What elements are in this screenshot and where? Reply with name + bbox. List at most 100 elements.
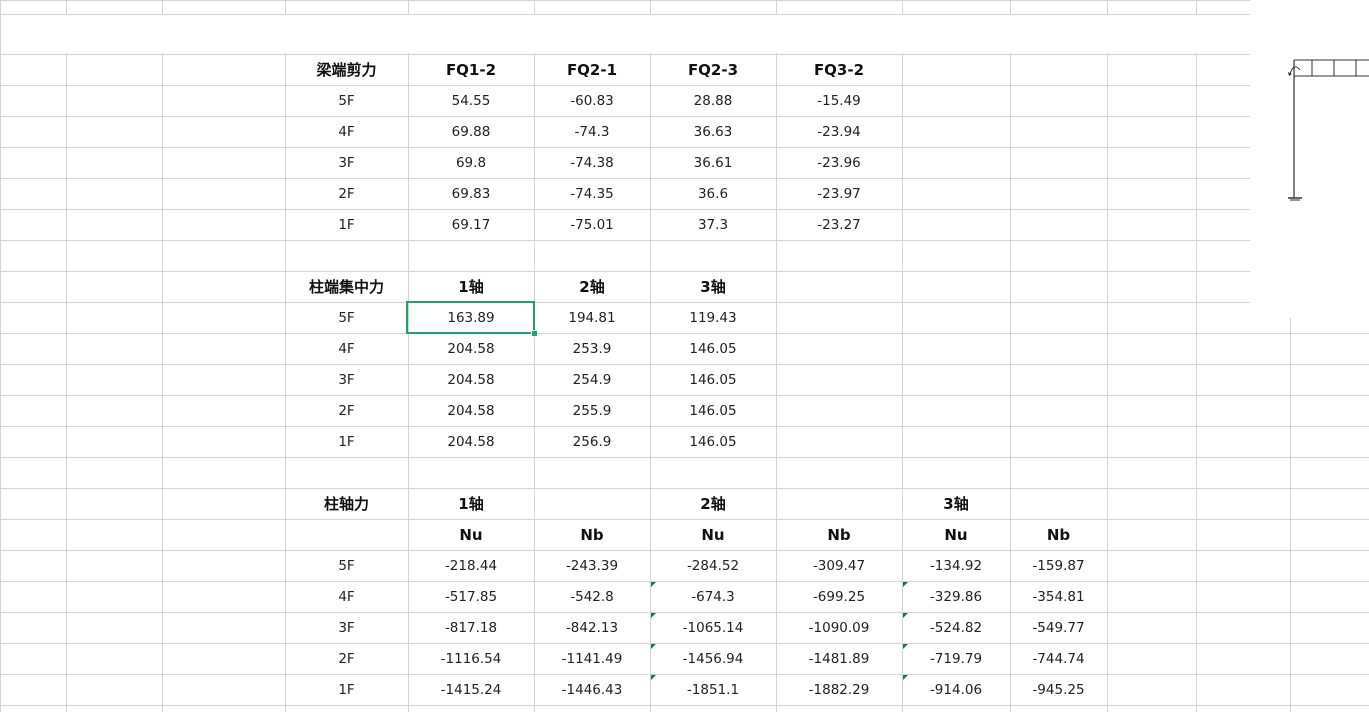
- floor-label[interactable]: 1F: [338, 681, 355, 698]
- column-axial-value[interactable]: -134.92: [929, 557, 983, 574]
- column-axial-value[interactable]: -1851.1: [686, 681, 740, 698]
- column-force-header[interactable]: 1轴: [458, 278, 484, 296]
- beam-shear-value[interactable]: -75.01: [570, 216, 614, 233]
- beam-shear-value[interactable]: 69.83: [451, 185, 491, 202]
- floor-label[interactable]: 3F: [338, 154, 355, 171]
- column-force-value[interactable]: 204.58: [447, 340, 495, 357]
- column-axial-subheader[interactable]: Nb: [827, 525, 851, 544]
- floor-label[interactable]: 1F: [338, 433, 355, 450]
- beam-shear-header[interactable]: FQ2-1: [566, 60, 618, 79]
- floor-label[interactable]: 2F: [338, 650, 355, 667]
- selected-cell[interactable]: [406, 301, 535, 334]
- column-axial-subheader[interactable]: Nb: [1046, 525, 1071, 544]
- column-axial-value[interactable]: -549.77: [1032, 619, 1085, 636]
- cell-error-indicator[interactable]: [651, 613, 656, 618]
- column-axial-value[interactable]: -524.82: [929, 619, 983, 636]
- column-axial-value[interactable]: -699.25: [812, 588, 866, 605]
- column-force-value[interactable]: 204.58: [447, 402, 495, 419]
- column-force-value[interactable]: 146.05: [689, 433, 737, 450]
- column-axial-value[interactable]: -354.81: [1032, 588, 1085, 605]
- column-axial-value[interactable]: -1141.49: [561, 650, 623, 667]
- beam-shear-value[interactable]: -74.3: [574, 123, 610, 140]
- column-force-value[interactable]: 253.9: [572, 340, 612, 357]
- beam-shear-value[interactable]: -60.83: [570, 92, 614, 109]
- floor-label[interactable]: 2F: [338, 402, 355, 419]
- floor-label[interactable]: 5F: [338, 92, 355, 109]
- column-axial-value[interactable]: -674.3: [691, 588, 735, 605]
- cell-error-indicator[interactable]: [651, 644, 656, 649]
- beam-shear-value[interactable]: -23.97: [817, 185, 861, 202]
- column-axial-value[interactable]: -914.06: [929, 681, 983, 698]
- column-axial-value[interactable]: -719.79: [929, 650, 983, 667]
- column-axial-value[interactable]: -744.74: [1032, 650, 1085, 667]
- column-force-header[interactable]: 2轴: [579, 278, 605, 296]
- column-axial-subheader[interactable]: Nu: [459, 525, 483, 544]
- column-axial-axis-header[interactable]: 2轴: [700, 495, 726, 513]
- beam-shear-value[interactable]: 28.88: [693, 92, 733, 109]
- column-axial-value[interactable]: -542.8: [570, 588, 614, 605]
- cell-error-indicator[interactable]: [651, 675, 656, 680]
- column-force-value[interactable]: 194.81: [568, 309, 616, 326]
- beam-shear-value[interactable]: 69.88: [451, 123, 491, 140]
- column-axial-label[interactable]: 柱轴力: [323, 495, 369, 513]
- beam-shear-value[interactable]: -74.38: [570, 154, 614, 171]
- cell-error-indicator[interactable]: [903, 644, 908, 649]
- cell-error-indicator[interactable]: [903, 675, 908, 680]
- column-force-value[interactable]: 204.58: [447, 371, 495, 388]
- column-axial-value[interactable]: -842.13: [565, 619, 619, 636]
- beam-shear-value[interactable]: -15.49: [817, 92, 861, 109]
- column-force-value[interactable]: 119.43: [689, 309, 737, 326]
- beam-shear-value[interactable]: 36.6: [697, 185, 729, 202]
- beam-shear-value[interactable]: -23.27: [817, 216, 861, 233]
- column-force-value[interactable]: 255.9: [572, 402, 612, 419]
- column-force-value[interactable]: 163.89: [447, 309, 495, 326]
- floor-label[interactable]: 3F: [338, 371, 355, 388]
- floor-label[interactable]: 3F: [338, 619, 355, 636]
- floor-label[interactable]: 4F: [338, 123, 355, 140]
- cell-error-indicator[interactable]: [903, 613, 908, 618]
- beam-shear-label[interactable]: 梁端剪力: [316, 61, 377, 79]
- column-axial-value[interactable]: -945.25: [1032, 681, 1085, 698]
- column-axial-value[interactable]: -1116.54: [440, 650, 502, 667]
- beam-shear-value[interactable]: 36.61: [693, 154, 733, 171]
- floor-label[interactable]: 1F: [338, 216, 355, 233]
- column-axial-value[interactable]: -309.47: [812, 557, 866, 574]
- column-axial-value[interactable]: -1090.09: [808, 619, 870, 636]
- column-force-value[interactable]: 146.05: [689, 340, 737, 357]
- column-force-value[interactable]: 146.05: [689, 402, 737, 419]
- column-axial-value[interactable]: -218.44: [444, 557, 498, 574]
- beam-shear-value[interactable]: 37.3: [697, 216, 729, 233]
- column-axial-axis-header[interactable]: 3轴: [943, 495, 969, 513]
- beam-shear-value[interactable]: -23.96: [817, 154, 861, 171]
- column-axial-value[interactable]: -1882.29: [808, 681, 870, 698]
- column-axial-value[interactable]: -1415.24: [440, 681, 502, 698]
- floor-label[interactable]: 4F: [338, 340, 355, 357]
- beam-shear-header[interactable]: FQ3-2: [813, 60, 865, 79]
- beam-shear-value[interactable]: 36.63: [693, 123, 733, 140]
- cell-error-indicator[interactable]: [903, 582, 908, 587]
- floor-label[interactable]: 4F: [338, 588, 355, 605]
- column-force-value[interactable]: 256.9: [572, 433, 612, 450]
- column-axial-value[interactable]: -329.86: [929, 588, 983, 605]
- column-axial-value[interactable]: -1456.94: [682, 650, 744, 667]
- column-axial-value[interactable]: -1446.43: [561, 681, 623, 698]
- beam-shear-header[interactable]: FQ2-3: [687, 60, 739, 79]
- beam-shear-value[interactable]: 54.55: [451, 92, 491, 109]
- cell-error-indicator[interactable]: [651, 582, 656, 587]
- beam-shear-value[interactable]: 69.8: [455, 154, 487, 171]
- beam-shear-header[interactable]: FQ1-2: [445, 60, 497, 79]
- column-axial-subheader[interactable]: Nu: [944, 525, 968, 544]
- column-axial-subheader[interactable]: Nu: [701, 525, 725, 544]
- column-force-label[interactable]: 柱端集中力: [308, 278, 384, 296]
- column-force-value[interactable]: 146.05: [689, 371, 737, 388]
- floor-label[interactable]: 5F: [338, 309, 355, 326]
- column-force-value[interactable]: 254.9: [572, 371, 612, 388]
- column-axial-value[interactable]: -517.85: [444, 588, 498, 605]
- beam-shear-value[interactable]: -74.35: [570, 185, 614, 202]
- column-axial-value[interactable]: -159.87: [1032, 557, 1085, 574]
- column-axial-value[interactable]: -1481.89: [808, 650, 870, 667]
- column-axial-value[interactable]: -817.18: [444, 619, 498, 636]
- floor-label[interactable]: 2F: [338, 185, 355, 202]
- fill-handle[interactable]: [531, 330, 538, 337]
- column-axial-value[interactable]: -284.52: [686, 557, 740, 574]
